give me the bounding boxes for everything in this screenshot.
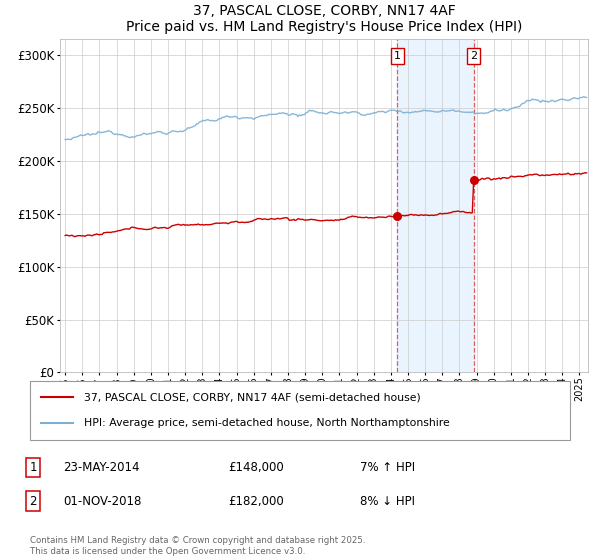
Text: 37, PASCAL CLOSE, CORBY, NN17 4AF (semi-detached house): 37, PASCAL CLOSE, CORBY, NN17 4AF (semi-… xyxy=(84,392,421,402)
Text: 7% ↑ HPI: 7% ↑ HPI xyxy=(360,461,415,474)
Text: 01-NOV-2018: 01-NOV-2018 xyxy=(63,494,142,508)
FancyBboxPatch shape xyxy=(30,381,570,440)
Text: HPI: Average price, semi-detached house, North Northamptonshire: HPI: Average price, semi-detached house,… xyxy=(84,418,450,428)
Title: 37, PASCAL CLOSE, CORBY, NN17 4AF
Price paid vs. HM Land Registry's House Price : 37, PASCAL CLOSE, CORBY, NN17 4AF Price … xyxy=(126,4,522,34)
Text: 2: 2 xyxy=(470,51,477,61)
Text: Contains HM Land Registry data © Crown copyright and database right 2025.
This d: Contains HM Land Registry data © Crown c… xyxy=(30,536,365,556)
Text: 1: 1 xyxy=(29,461,37,474)
Text: £182,000: £182,000 xyxy=(228,494,284,508)
Text: £148,000: £148,000 xyxy=(228,461,284,474)
Text: 2: 2 xyxy=(29,494,37,508)
Bar xyxy=(397,39,473,372)
Text: 8% ↓ HPI: 8% ↓ HPI xyxy=(360,494,415,508)
Text: 23-MAY-2014: 23-MAY-2014 xyxy=(63,461,139,474)
Text: 1: 1 xyxy=(394,51,401,61)
